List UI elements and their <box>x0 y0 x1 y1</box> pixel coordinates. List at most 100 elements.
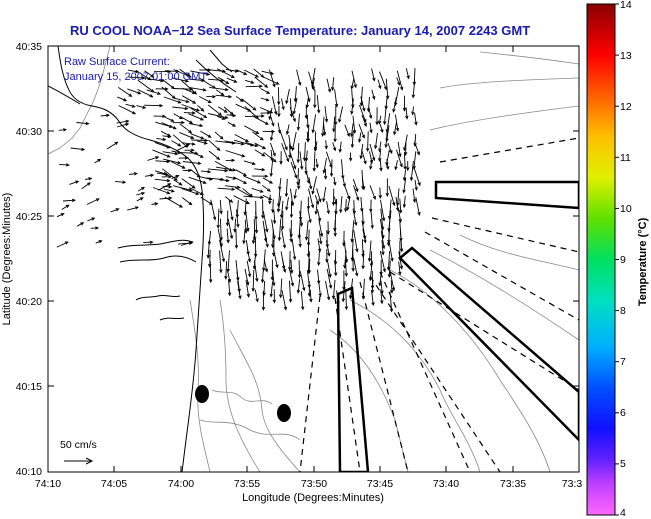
current-vector-head <box>260 195 265 200</box>
current-vector <box>403 169 407 181</box>
current-vector <box>352 179 359 192</box>
current-vector <box>183 112 195 114</box>
current-vector <box>280 200 284 218</box>
current-vector-head <box>261 167 266 172</box>
current-vector-head <box>251 240 256 245</box>
current-vector-head <box>64 241 69 245</box>
current-vector-head <box>231 187 236 191</box>
current-vector <box>379 187 381 199</box>
current-vector-head <box>414 186 418 192</box>
current-vector <box>380 289 383 304</box>
current-vector-head <box>80 222 85 226</box>
current-vector-head <box>179 204 183 208</box>
current-vector-head <box>122 180 127 184</box>
current-vector <box>164 70 179 72</box>
current-vector <box>312 114 317 133</box>
current-vector <box>288 134 292 149</box>
y-tick-label: 40:35 <box>16 41 42 53</box>
current-vector <box>352 115 356 133</box>
axis-tick-marks <box>47 45 580 473</box>
current-vector-head <box>362 107 366 112</box>
current-vector <box>352 208 357 226</box>
current-vector-head <box>363 239 367 244</box>
current-vector-head <box>304 171 308 175</box>
current-vector-head <box>317 109 321 114</box>
current-vector-head <box>178 182 183 186</box>
current-vector <box>345 288 347 310</box>
current-vector <box>299 211 303 226</box>
x-tick-label: 73:3 <box>562 478 583 490</box>
current-vector-head <box>279 160 283 165</box>
current-vector <box>179 123 192 134</box>
current-vector <box>318 220 323 237</box>
current-vector <box>412 80 416 98</box>
current-vector-head <box>242 240 246 245</box>
current-vector-head <box>402 204 407 209</box>
x-tick-label: 74:00 <box>168 478 194 490</box>
current-vector <box>225 68 238 72</box>
colorbar-tick-label: 7 <box>620 356 626 368</box>
current-vector-head <box>106 113 111 118</box>
current-vector-head <box>277 113 281 118</box>
current-vector-head <box>95 198 100 202</box>
current-vector <box>136 192 145 196</box>
current-vector-head <box>341 298 346 303</box>
current-vector <box>362 228 366 243</box>
current-vector <box>217 106 228 113</box>
current-vector <box>322 116 325 137</box>
current-vector-head <box>372 95 376 101</box>
scale-label: 50 cm/s <box>60 439 97 451</box>
current-vector-head <box>225 222 230 227</box>
current-vector-head <box>260 114 265 118</box>
current-vector-head <box>199 154 204 158</box>
current-vector <box>304 167 310 183</box>
current-vector <box>235 228 237 249</box>
current-vector <box>403 152 406 170</box>
current-vector-head <box>123 98 128 102</box>
current-vector <box>127 69 139 73</box>
current-vector-head <box>318 198 322 203</box>
current-vector-head <box>207 134 212 138</box>
current-vector-head <box>238 295 242 300</box>
current-vector <box>252 269 255 292</box>
current-vector <box>410 160 414 181</box>
current-vector <box>368 240 372 262</box>
current-vector-head <box>264 121 269 125</box>
current-vector <box>69 180 79 185</box>
current-vector <box>326 268 332 289</box>
current-vector <box>297 279 301 293</box>
current-vector-head <box>190 148 195 152</box>
current-vector <box>253 250 257 269</box>
current-vector <box>323 123 326 135</box>
current-vector-head <box>350 144 355 149</box>
current-vector-head <box>230 216 234 221</box>
current-vector-head <box>411 111 415 116</box>
current-vector-head <box>363 160 367 165</box>
current-vector-head <box>133 172 138 176</box>
current-vector <box>243 69 259 78</box>
current-vector <box>361 209 364 225</box>
current-vector <box>261 70 274 75</box>
current-vector <box>207 240 210 258</box>
current-vector <box>234 134 249 142</box>
current-vector-head <box>355 196 360 201</box>
current-vector <box>87 217 95 222</box>
x-tick-label: 73:40 <box>433 478 459 490</box>
current-vector <box>127 88 141 95</box>
current-vector <box>389 270 395 291</box>
current-vector <box>395 160 398 170</box>
current-vector <box>281 142 289 162</box>
current-vector-head <box>417 211 421 217</box>
current-vector <box>293 97 298 114</box>
current-vector-head <box>381 251 385 256</box>
current-vector <box>325 280 330 300</box>
current-vector <box>252 131 264 141</box>
current-vector <box>385 131 388 148</box>
current-vector <box>280 131 288 150</box>
current-vector-head <box>389 308 394 313</box>
current-vector-head <box>326 296 331 301</box>
current-vector <box>255 211 258 233</box>
current-vector-head <box>344 306 349 311</box>
current-vector-head <box>325 259 329 263</box>
current-vector-head <box>412 198 417 204</box>
